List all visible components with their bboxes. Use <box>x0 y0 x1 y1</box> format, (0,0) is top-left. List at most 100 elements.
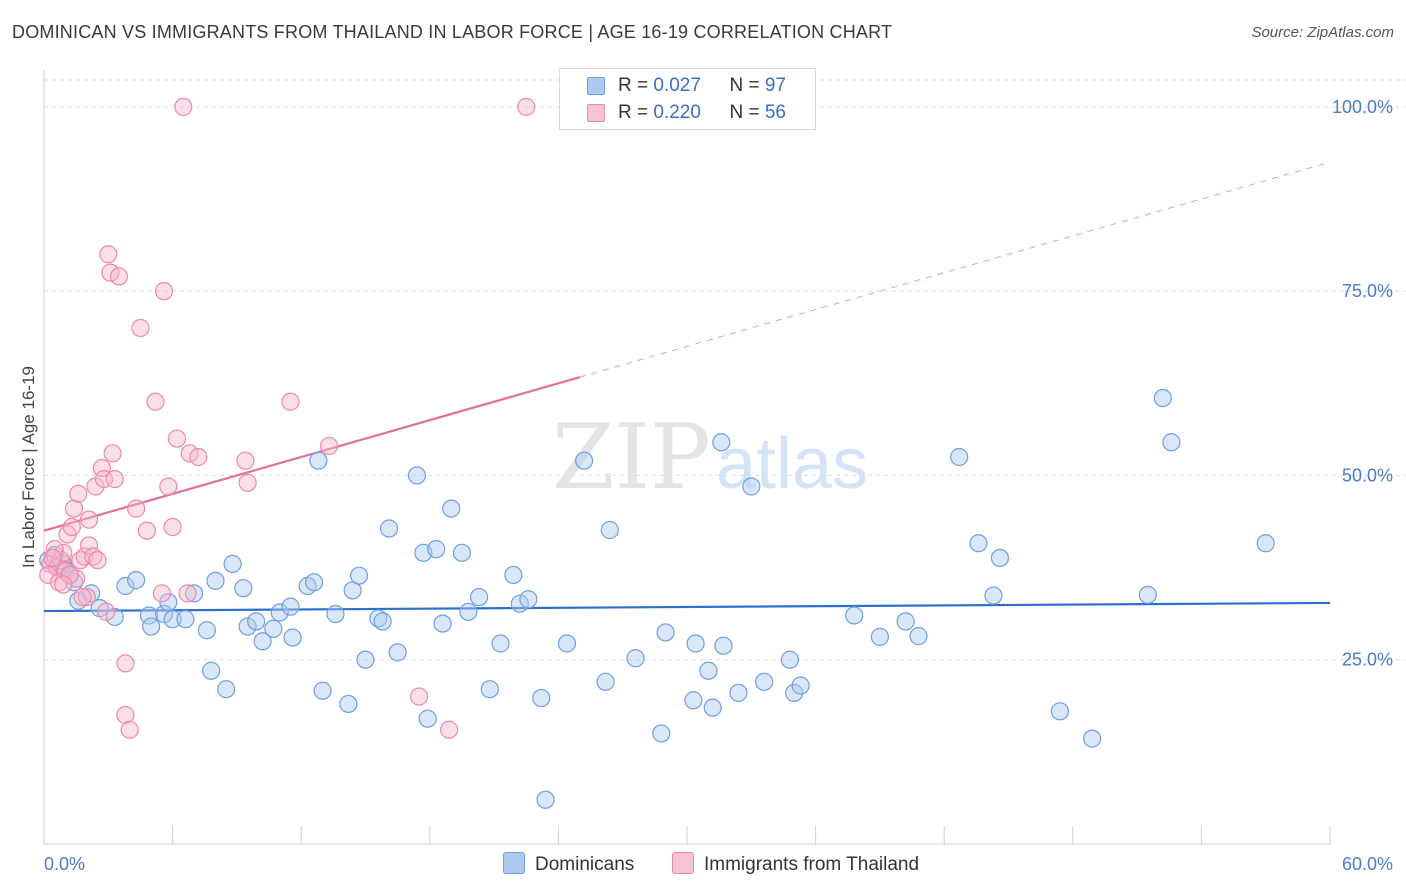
correlation-legend: R = 0.027 N = 97 R = 0.220 N = 56 <box>559 68 816 130</box>
grid-layer <box>44 79 1406 661</box>
point-dominicans <box>469 587 489 607</box>
point-dominicans <box>202 661 221 680</box>
point-dominicans <box>197 621 216 640</box>
point-dominicans <box>699 661 718 680</box>
point-dominicans <box>281 597 300 616</box>
point-dominicans <box>326 604 345 624</box>
legend-swatch-pink <box>587 104 605 122</box>
point-dominicans <box>984 586 1003 605</box>
point-thailand <box>116 654 135 673</box>
point-dominicans <box>714 636 733 655</box>
point-dominicans <box>909 627 928 646</box>
watermark-atlas: atlas <box>716 424 868 504</box>
point-thailand <box>88 551 107 570</box>
legend-n-label: N = <box>729 102 765 123</box>
point-dominicans <box>504 565 523 585</box>
x-tick-label-max: 60.0% <box>1342 854 1393 874</box>
point-dominicans <box>656 623 675 642</box>
point-thailand <box>103 444 122 463</box>
legend-r-value: 0.220 <box>653 102 701 123</box>
point-dominicans <box>433 614 452 633</box>
point-thailand <box>131 318 150 338</box>
point-dominicans <box>536 790 555 809</box>
point-dominicans <box>712 433 731 452</box>
point-dominicans <box>234 579 253 598</box>
point-dominicans <box>176 610 195 629</box>
point-dominicans <box>139 606 159 625</box>
bottom-legend-dominicans: Dominicans <box>503 852 634 876</box>
bottom-legend-swatch-pink <box>672 852 694 874</box>
point-thailand <box>116 705 135 725</box>
points-layer <box>39 97 1275 809</box>
trend-layer <box>43 161 1331 613</box>
source-label: Source: ZipAtlas.com <box>1251 24 1394 41</box>
bottom-legend-label: Immigrants from Thailand <box>704 854 920 875</box>
point-dominicans <box>442 499 461 518</box>
trendline-thailand-dashed <box>579 161 1331 378</box>
legend-r-label: R = <box>618 102 654 123</box>
point-dominicans <box>729 683 748 702</box>
trendline-dominicans <box>43 601 1331 613</box>
point-thailand <box>167 429 186 448</box>
watermark: ZIP atlas <box>552 405 868 510</box>
point-thailand <box>77 587 96 607</box>
point-dominicans <box>427 540 446 559</box>
trendline-thailand-solid <box>43 376 581 532</box>
point-dominicans <box>407 466 427 485</box>
point-dominicans <box>116 576 135 596</box>
bottom-legend-thailand: Immigrants from Thailand <box>672 852 919 876</box>
point-thailand <box>79 510 99 529</box>
point-dominicans <box>686 634 705 653</box>
point-dominicans <box>519 590 538 609</box>
point-dominicans <box>1256 534 1275 553</box>
y-axis-title: In Labor Force | Age 16-19 <box>19 366 38 568</box>
point-thailand <box>174 97 193 116</box>
point-dominicans <box>845 606 864 625</box>
point-thailand <box>238 473 257 492</box>
point-dominicans <box>105 607 124 627</box>
point-dominicans <box>626 649 645 668</box>
point-dominicans <box>459 602 478 621</box>
point-dominicans <box>742 477 761 496</box>
point-dominicans <box>575 451 594 470</box>
y-tick-label: 25.0% <box>1342 650 1393 670</box>
y-tick-label: 50.0% <box>1342 465 1393 485</box>
point-dominicans <box>264 619 283 638</box>
point-dominicans <box>950 447 969 467</box>
point-dominicans <box>163 610 182 629</box>
point-thailand <box>109 267 129 286</box>
chart-title: DOMINICAN VS IMMIGRANTS FROM THAILAND IN… <box>12 22 893 42</box>
point-dominicans <box>1153 388 1172 408</box>
point-thailand <box>54 575 73 594</box>
legend-n-value: 56 <box>764 102 786 123</box>
x-tick-label-min: 0.0% <box>44 854 85 874</box>
labels-layer: 25.0% 50.0% 75.0% 100.0% 0.0% 60.0% In Labor F… <box>19 97 1393 874</box>
point-dominicans <box>127 571 146 590</box>
point-dominicans <box>510 594 529 613</box>
axes-layer <box>43 70 1331 845</box>
point-dominicans <box>491 634 510 653</box>
point-dominicans <box>990 548 1010 568</box>
point-thailand <box>94 470 114 489</box>
point-dominicans <box>304 573 324 592</box>
point-dominicans <box>532 688 551 708</box>
point-thailand <box>105 470 124 489</box>
point-dominicans <box>969 534 988 553</box>
point-thailand <box>127 499 146 518</box>
watermark-zip: ZIP <box>552 405 711 510</box>
point-thailand <box>62 517 81 537</box>
point-thailand <box>79 536 99 555</box>
point-dominicans <box>309 451 328 470</box>
point-thailand <box>281 392 300 411</box>
point-dominicans <box>356 650 375 669</box>
point-thailand <box>439 720 459 739</box>
point-dominicans <box>557 634 577 653</box>
point-dominicans <box>217 680 236 699</box>
legend-row-thailand: R = 0.220 N = 56 <box>560 101 815 127</box>
point-dominicans <box>755 672 774 691</box>
point-thailand <box>64 499 84 518</box>
point-dominicans <box>703 698 722 717</box>
point-thailand <box>178 584 197 603</box>
y-tick-label: 100.0% <box>1332 97 1393 117</box>
